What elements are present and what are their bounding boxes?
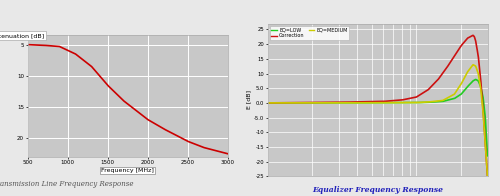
Text: Attenuation [dB]: Attenuation [dB] (0, 33, 44, 38)
Y-axis label: E [dB]: E [dB] (246, 91, 251, 109)
X-axis label: Frequency [MHz]: Frequency [MHz] (101, 168, 154, 173)
Legend: EQ=LOW, Correction, EQ=MEDIUM: EQ=LOW, Correction, EQ=MEDIUM (270, 26, 349, 40)
Text: Equalizer Frequency Response: Equalizer Frequency Response (312, 186, 443, 194)
Text: Transmission Line Frequency Response: Transmission Line Frequency Response (0, 180, 133, 188)
